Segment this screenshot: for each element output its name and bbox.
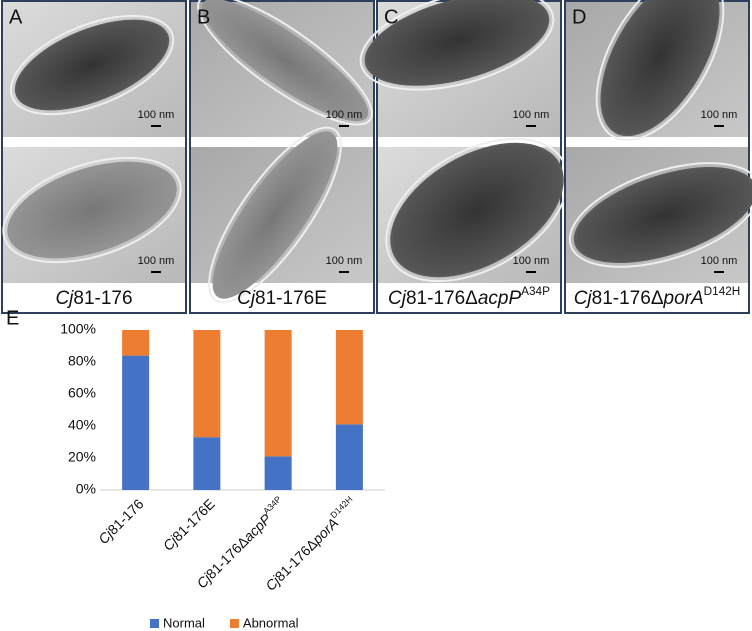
scale-bar xyxy=(526,271,536,273)
bar-segment xyxy=(122,355,150,490)
label-part: 81-176 xyxy=(73,288,132,309)
cell-membrane xyxy=(9,14,175,116)
cell-membrane xyxy=(2,156,182,264)
legend-label: Normal xyxy=(163,615,205,630)
cell-membrane xyxy=(385,137,569,283)
cell xyxy=(14,19,170,111)
scale-label: 100 nm xyxy=(138,255,175,267)
scale-label: 100 nm xyxy=(701,109,738,121)
bar-segment xyxy=(122,330,150,356)
scale-bar xyxy=(526,125,536,127)
cell-membrane xyxy=(595,0,725,142)
bar-segment xyxy=(335,424,363,490)
legend-swatch xyxy=(229,619,239,628)
label-part: Cj xyxy=(237,288,256,309)
cell-membrane xyxy=(197,0,373,126)
scale-label: 100 nm xyxy=(513,255,550,267)
label-part: 81-176Δ xyxy=(592,288,664,309)
bar-segment xyxy=(193,437,221,490)
rich-label: Cj81-176E xyxy=(160,495,218,553)
scale-bar xyxy=(151,125,161,127)
label-part: D142H xyxy=(704,285,741,298)
rich-label: Cj81-176E xyxy=(237,288,327,309)
legend-swatch xyxy=(150,619,159,628)
y-tick-label: 60% xyxy=(68,385,96,401)
scale-label: 100 nm xyxy=(513,109,550,121)
y-tick-label: 80% xyxy=(68,353,96,369)
cell xyxy=(573,166,752,264)
rich-label: Cj81-176ΔacpPA34P xyxy=(388,285,550,309)
label-part: Cj xyxy=(55,288,74,309)
label-part: A34P xyxy=(261,494,283,516)
scale-label: 100 nm xyxy=(701,255,738,267)
panel-label: D xyxy=(572,6,586,28)
label-part: 81-176 xyxy=(104,495,146,537)
cell xyxy=(201,0,369,122)
label-part: Cj xyxy=(574,288,593,309)
label-part: 81-176E xyxy=(169,495,218,544)
y-tick-label: 0% xyxy=(76,481,96,497)
bar-segment xyxy=(193,330,221,438)
cell-membrane xyxy=(359,0,555,91)
scale-bar xyxy=(714,271,724,273)
label-part: Cj xyxy=(388,288,407,309)
cell xyxy=(390,142,564,278)
label-part: porA xyxy=(663,288,704,309)
label-part: acpP xyxy=(478,288,522,309)
cell xyxy=(212,131,338,299)
label-part: 81-176Δ xyxy=(406,288,478,309)
rich-label: Cj81-176 xyxy=(95,495,147,547)
scale-label: 100 nm xyxy=(326,255,363,267)
cell-membrane xyxy=(568,162,752,268)
label-part: 81-176E xyxy=(255,288,327,309)
y-tick-label: 40% xyxy=(68,417,96,433)
rich-label: Cj81-176ΔporAD142H xyxy=(574,285,741,309)
scale-bar xyxy=(714,125,724,127)
rich-label: Cj81-176ΔporAD142H xyxy=(261,494,360,593)
scale-label: 100 nm xyxy=(138,109,175,121)
panel-label: C xyxy=(384,6,398,28)
scale-bar xyxy=(151,271,161,273)
label-part: D142H xyxy=(328,494,354,520)
rich-label: Cj81-176 xyxy=(55,288,132,309)
cell-membrane xyxy=(208,126,342,304)
label-part: 81-176Δ xyxy=(203,533,252,582)
panel-label: A xyxy=(9,6,23,28)
cell xyxy=(364,0,550,86)
legend-label: Abnormal xyxy=(243,615,299,630)
cell xyxy=(7,161,177,259)
bar-segment xyxy=(264,456,292,490)
scale-label: 100 nm xyxy=(326,109,363,121)
label-part: A34P xyxy=(521,285,550,298)
scale-bar xyxy=(339,125,349,127)
panel-label: B xyxy=(197,6,210,28)
label-part: 81-176Δ xyxy=(271,535,320,584)
y-tick-label: 100% xyxy=(60,321,96,337)
scale-bar xyxy=(339,271,349,273)
cell xyxy=(600,0,720,137)
y-tick-label: 20% xyxy=(68,449,96,465)
bar-segment xyxy=(264,330,292,457)
panel-label: E xyxy=(6,307,19,329)
bar-segment xyxy=(335,330,363,425)
